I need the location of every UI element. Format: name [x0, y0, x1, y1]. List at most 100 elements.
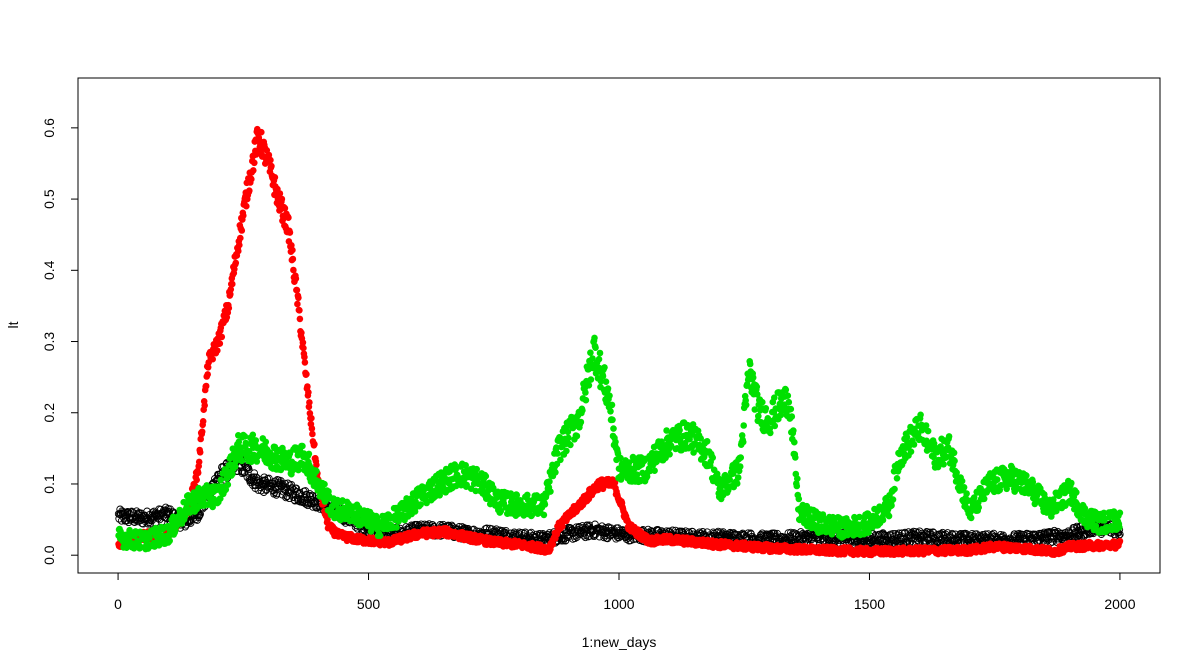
data-point: [137, 511, 146, 520]
data-point: [1116, 530, 1124, 539]
x-tick-label: 2000: [1104, 596, 1135, 612]
data-point: [252, 437, 260, 444]
data-point: [250, 167, 257, 174]
data-point: [887, 531, 895, 540]
data-point: [258, 128, 265, 136]
data-point: [541, 501, 549, 508]
y-tick-label: 0.4: [41, 260, 57, 280]
data-point: [299, 442, 306, 450]
data-point: [278, 195, 286, 203]
data-point: [277, 477, 285, 485]
data-point: [393, 524, 400, 531]
data-point: [289, 246, 296, 254]
data-point: [582, 389, 589, 396]
data-point: [565, 434, 572, 442]
data-point: [1116, 537, 1124, 545]
data-point: [209, 355, 216, 363]
data-point: [298, 329, 305, 337]
data-point: [195, 458, 203, 466]
data-point: [567, 441, 574, 449]
data-point: [895, 529, 903, 538]
data-point: [515, 528, 524, 536]
data-point: [595, 355, 603, 363]
x-tick-label: 1000: [603, 596, 634, 612]
data-point: [193, 476, 200, 484]
x-tick-label: 500: [357, 596, 381, 612]
data-point: [204, 371, 211, 378]
data-point: [196, 449, 204, 456]
data-point: [249, 431, 257, 439]
data-point: [236, 241, 243, 249]
data-point: [252, 473, 261, 482]
data-point: [250, 469, 259, 477]
data-point: [194, 469, 202, 477]
data-point: [734, 530, 742, 539]
data-point: [227, 286, 235, 293]
data-point: [305, 450, 313, 458]
y-tick-label: 0.0: [41, 545, 57, 565]
data-point: [1075, 531, 1084, 540]
data-point: [248, 175, 255, 183]
data-point: [296, 315, 304, 323]
data-point: [771, 529, 779, 538]
y-axis: 0.00.10.20.30.40.50.6: [41, 118, 79, 565]
data-point: [267, 156, 274, 164]
data-point: [127, 507, 136, 516]
data-point: [237, 234, 244, 242]
data-point: [199, 418, 207, 425]
data-point: [554, 450, 561, 457]
y-tick-label: 0.1: [41, 474, 57, 494]
data-point: [271, 174, 279, 181]
data-point: [540, 511, 548, 519]
data-point: [216, 340, 224, 347]
data-point: [308, 425, 316, 432]
data-point: [294, 300, 301, 308]
data-point: [417, 501, 424, 508]
data-point: [585, 382, 593, 389]
data-point: [301, 353, 308, 361]
data-point: [292, 275, 300, 282]
data-point: [309, 430, 316, 438]
data-point: [313, 467, 320, 475]
data-point: [235, 247, 242, 255]
data-point: [587, 349, 594, 357]
data-point: [587, 376, 595, 383]
data-point: [563, 447, 570, 455]
data-point: [552, 469, 559, 476]
data-point: [305, 389, 312, 396]
data-point: [276, 190, 284, 197]
data-point: [303, 370, 310, 378]
data-point: [596, 349, 604, 357]
data-point: [577, 418, 585, 426]
data-point: [308, 414, 315, 422]
data-point: [313, 461, 320, 469]
data-point: [218, 333, 226, 341]
data-point: [229, 280, 236, 288]
data-point: [117, 517, 126, 525]
data-point: [201, 402, 208, 409]
data-point: [120, 508, 129, 517]
data-point: [306, 399, 313, 406]
data-point: [579, 407, 586, 414]
data-point: [227, 290, 234, 298]
data-point: [119, 509, 128, 517]
data-point: [324, 516, 331, 523]
x-tick-label: 1500: [854, 596, 885, 612]
data-point: [284, 479, 292, 488]
data-point: [301, 359, 309, 366]
y-tick-label: 0.6: [41, 118, 57, 138]
data-point: [483, 524, 491, 533]
data-point: [251, 159, 258, 167]
data-point: [290, 266, 297, 274]
data-point: [1054, 527, 1062, 536]
data-point: [224, 481, 232, 489]
data-point: [814, 535, 822, 544]
data-point: [124, 508, 132, 516]
data-point: [262, 438, 270, 446]
data-point: [202, 382, 210, 390]
x-axis: 0 500 1000 1500 2000: [114, 572, 1136, 612]
data-point: [197, 435, 204, 443]
data-points: [114, 125, 1124, 559]
data-point: [579, 524, 587, 532]
data-point: [214, 347, 221, 354]
